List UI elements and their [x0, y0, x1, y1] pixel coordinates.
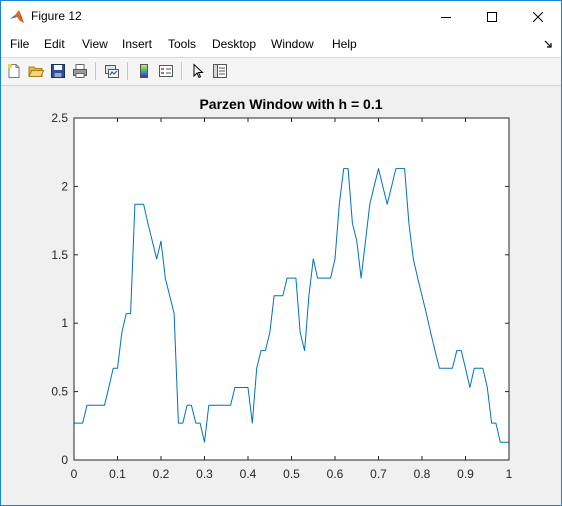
y-tick-label: 1.5: [51, 248, 68, 262]
insert-legend-button[interactable]: [156, 61, 176, 81]
y-tick-label: 2: [61, 179, 68, 193]
menu-tools[interactable]: Tools: [168, 37, 197, 51]
dock-arrow-icon[interactable]: [543, 39, 553, 49]
print-button[interactable]: [70, 61, 90, 81]
x-tick-label: 0: [71, 467, 78, 481]
property-inspector-button[interactable]: [210, 61, 230, 81]
axes-box: [73, 117, 510, 461]
x-tick-label: 0.7: [370, 467, 387, 481]
x-tick-label: 1: [506, 467, 513, 481]
figure-canvas[interactable]: Parzen Window with h = 0.1 0 0.1 0.2 0.3 0.4…: [1, 86, 561, 505]
save-icon: [51, 64, 65, 78]
series-line: [74, 168, 509, 443]
menu-bar: File Edit View Insert Tools Desktop Wind…: [1, 32, 561, 58]
x-tick-label: 0.5: [283, 467, 300, 481]
chart-title: Parzen Window with h = 0.1: [199, 96, 382, 112]
x-tick-label: 0.8: [414, 467, 431, 481]
open-file-icon: [28, 66, 44, 77]
y-tick-label: 0: [61, 453, 68, 467]
menu-edit[interactable]: Edit: [44, 37, 65, 51]
property-inspector-icon: [213, 64, 227, 78]
y-tick-label: 2.5: [51, 111, 68, 125]
close-button[interactable]: [515, 1, 561, 32]
new-figure-button[interactable]: [4, 61, 24, 81]
x-tick-label: 0.3: [196, 467, 213, 481]
x-tick-label: 0.4: [240, 467, 257, 481]
minimize-icon: [441, 16, 451, 18]
print-icon: [73, 64, 87, 78]
maximize-button[interactable]: [469, 1, 515, 32]
new-figure-icon: [7, 63, 20, 78]
menu-insert[interactable]: Insert: [122, 37, 153, 51]
maximize-icon: [487, 11, 497, 22]
close-icon: [533, 11, 543, 22]
window-title: Figure 12: [31, 9, 82, 23]
edit-plot-pointer-button[interactable]: [188, 61, 208, 81]
minimize-button[interactable]: [423, 1, 469, 32]
insert-colorbar-button[interactable]: [134, 61, 154, 81]
y-tick-label: 1: [61, 316, 68, 330]
title-bar[interactable]: Figure 12: [1, 1, 561, 32]
menu-window[interactable]: Window: [271, 37, 314, 51]
menu-help[interactable]: Help: [332, 37, 357, 51]
x-tick-label: 0.9: [457, 467, 474, 481]
toolbar-separator: [95, 62, 96, 80]
insert-legend-icon: [159, 65, 173, 77]
x-tick-label: 0.1: [109, 467, 126, 481]
axes-background: [74, 118, 509, 460]
menu-view[interactable]: View: [82, 37, 108, 51]
toolbar-separator: [127, 62, 128, 80]
y-tick-label: 0.5: [51, 385, 68, 399]
matlab-logo-icon: [10, 10, 24, 23]
menu-desktop[interactable]: Desktop: [212, 37, 257, 51]
x-tick-label: 0.6: [327, 467, 344, 481]
x-tick-label: 0.2: [153, 467, 170, 481]
insert-colorbar-icon: [140, 64, 148, 78]
link-plot-button[interactable]: [102, 61, 122, 81]
save-button[interactable]: [48, 61, 68, 81]
toolbar-separator: [181, 62, 182, 80]
edit-plot-pointer-icon: [193, 63, 204, 79]
line-chart: Parzen Window with h = 0.1 0 0.1 0.2 0.3 0.4…: [51, 96, 512, 481]
figure-toolbar: [1, 58, 561, 86]
link-plot-icon: [105, 65, 119, 78]
axes-ticks: 0 0.1 0.2 0.3 0.4 0.5 0.6 0.7 0.8 0.9 1 0 0.5 1 1.5 2 2.…: [51, 111, 512, 481]
open-file-button[interactable]: [26, 61, 46, 81]
menu-file[interactable]: File: [10, 37, 30, 51]
